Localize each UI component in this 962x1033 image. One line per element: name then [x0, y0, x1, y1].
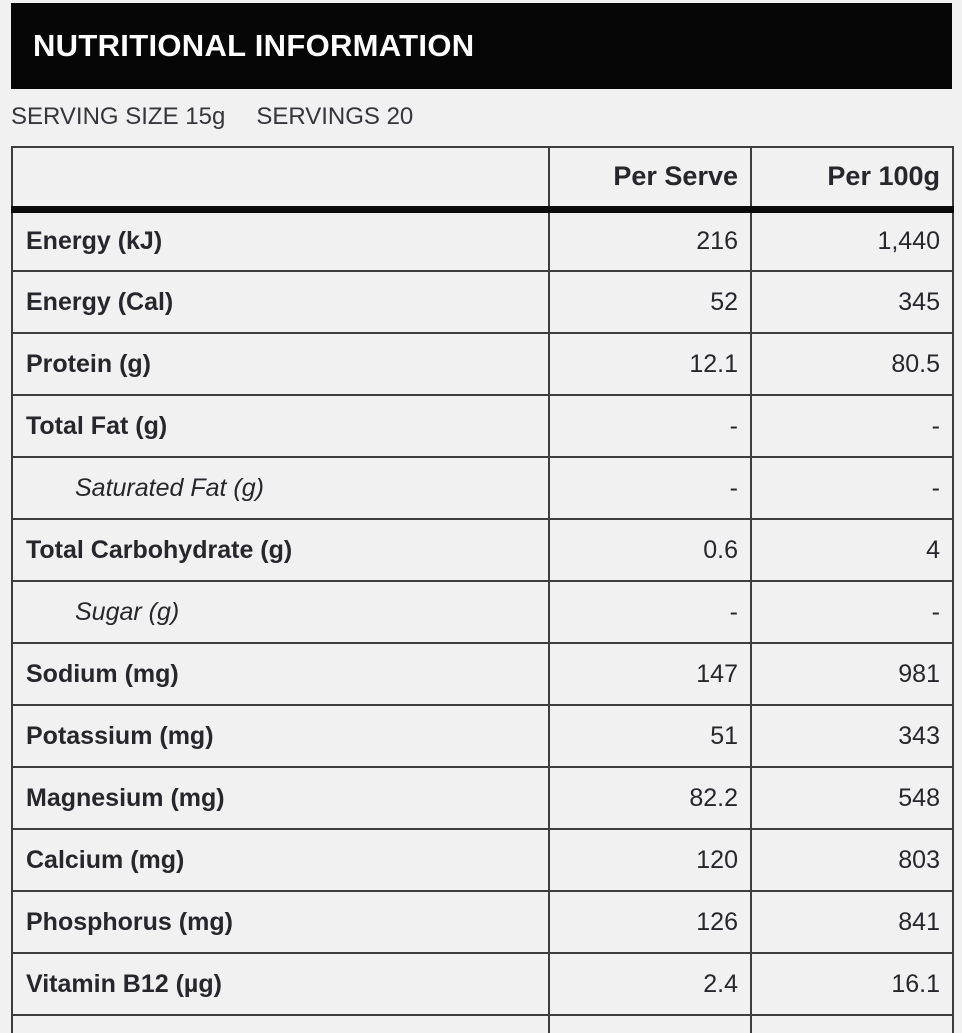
- table-row: Phosphorus (mg) 126 841: [11, 890, 954, 954]
- per-100g-value: 841: [750, 890, 954, 954]
- per-100g-value: -: [750, 580, 954, 644]
- nutrient-label: Total Fat (g): [11, 394, 550, 458]
- table-row: Potassium (mg) 51 343: [11, 704, 954, 768]
- table-row: Sugar (g) - -: [11, 580, 954, 644]
- per-100g-value: 803: [750, 828, 954, 892]
- per-serve-value: 82.2: [548, 766, 752, 830]
- table-row: Saturated Fat (g) - -: [11, 456, 954, 520]
- per-100g-value: 345: [750, 270, 954, 334]
- nutrient-label: Phosphorus (mg): [11, 890, 550, 954]
- per-100g-value: 1,440: [750, 208, 954, 272]
- nutrient-label: Sugar (g): [11, 580, 550, 644]
- nutrient-label: Sodium (mg): [11, 642, 550, 706]
- per-serve-value: -: [548, 456, 752, 520]
- nutrient-label: Potassium (mg): [11, 704, 550, 768]
- page-title: NUTRITIONAL INFORMATION: [33, 28, 475, 63]
- nutrient-label: Protein (g): [11, 332, 550, 396]
- per-serve-value: 51: [548, 704, 752, 768]
- table-header-row: Per Serve Per 100g: [11, 146, 954, 213]
- per-100g-value: -: [750, 394, 954, 458]
- header-nutrient-column: [11, 146, 550, 213]
- page: { "header": { "title": "NUTRITIONAL INFO…: [0, 3, 962, 1033]
- per-100g-value: 548: [750, 766, 954, 830]
- nutrient-label: Energy (Cal): [11, 270, 550, 334]
- per-100g-value: -: [750, 456, 954, 520]
- per-100g-value: [750, 1014, 954, 1033]
- per-100g-value: 4: [750, 518, 954, 582]
- header-per-100g-column: Per 100g: [750, 146, 954, 213]
- nutrient-label: Calcium (mg): [11, 828, 550, 892]
- table-row: Calcium (mg) 120 803: [11, 828, 954, 892]
- per-serve-value: -: [548, 394, 752, 458]
- per-100g-value: 343: [750, 704, 954, 768]
- servings-count-text: SERVINGS 20: [256, 103, 414, 130]
- table-row: Protein (g) 12.1 80.5: [11, 332, 954, 396]
- per-serve-value: -: [548, 580, 752, 644]
- table-body: Energy (kJ) 216 1,440 Energy (Cal) 52 34…: [11, 208, 954, 1033]
- per-serve-value: 147: [548, 642, 752, 706]
- per-serve-value: [548, 1014, 752, 1033]
- per-serve-value: 120: [548, 828, 752, 892]
- table-row: Energy (Cal) 52 345: [11, 270, 954, 334]
- per-serve-value: 2.4: [548, 952, 752, 1016]
- per-serve-value: 0.6: [548, 518, 752, 582]
- table-row: Total Fat (g) - -: [11, 394, 954, 458]
- nutrient-label: Total Carbohydrate (g): [11, 518, 550, 582]
- table-row: Energy (kJ) 216 1,440: [11, 208, 954, 272]
- nutrient-label: Energy (kJ): [11, 208, 550, 272]
- per-serve-value: 52: [548, 270, 752, 334]
- per-100g-value: 80.5: [750, 332, 954, 396]
- table-row: Magnesium (mg) 82.2 548: [11, 766, 954, 830]
- table-row: [11, 1014, 954, 1033]
- per-100g-value: 981: [750, 642, 954, 706]
- nutrient-label: Saturated Fat (g): [11, 456, 550, 520]
- nutrient-label: Magnesium (mg): [11, 766, 550, 830]
- table-row: Sodium (mg) 147 981: [11, 642, 954, 706]
- nutrition-table: Per Serve Per 100g Energy (kJ) 216 1,440…: [11, 146, 954, 1033]
- serving-size-text: SERVING SIZE 15g: [11, 103, 226, 130]
- table-row: Total Carbohydrate (g) 0.6 4: [11, 518, 954, 582]
- per-serve-value: 126: [548, 890, 752, 954]
- per-serve-value: 216: [548, 208, 752, 272]
- nutrient-label: Vitamin B12 (µg): [11, 952, 550, 1016]
- serving-info: SERVING SIZE 15g SERVINGS 20: [11, 103, 962, 131]
- per-serve-value: 12.1: [548, 332, 752, 396]
- nutrient-label: [11, 1014, 550, 1033]
- header-per-serve-column: Per Serve: [548, 146, 752, 213]
- table-row: Vitamin B12 (µg) 2.4 16.1: [11, 952, 954, 1016]
- per-100g-value: 16.1: [750, 952, 954, 1016]
- nutrition-header-bar: NUTRITIONAL INFORMATION: [11, 3, 952, 89]
